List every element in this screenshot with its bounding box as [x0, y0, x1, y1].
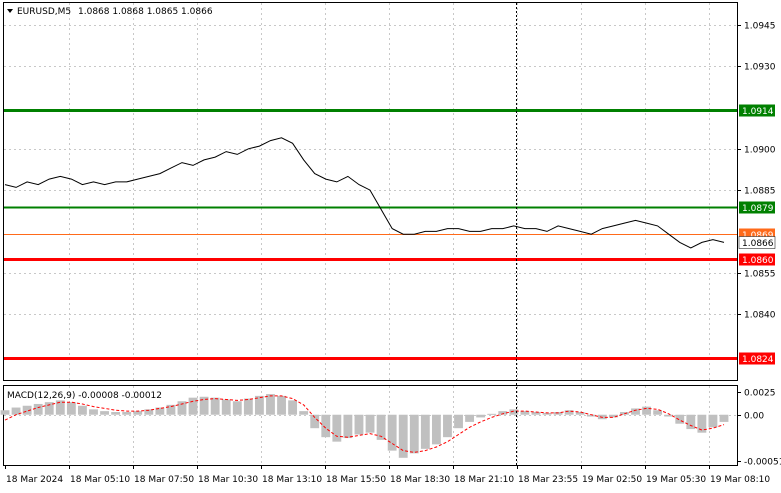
macd-bar [454, 415, 463, 428]
macd-bar [233, 401, 242, 414]
macd-bar [89, 409, 98, 414]
macd-tick-label: 0.00 [744, 412, 764, 422]
macd-bar [288, 400, 297, 414]
macd-bar [675, 415, 684, 424]
level-label-text: 1.0824 [742, 355, 774, 365]
macd-bar [388, 415, 397, 451]
time-tick-label: 19 Mar 08:10 [710, 475, 770, 485]
macd-bar [686, 415, 695, 429]
time-tick-label: 19 Mar 05:30 [646, 475, 706, 485]
symbol-caption: EURUSD,M5 [17, 7, 71, 17]
price-tick-label: 1.0885 [744, 187, 776, 197]
time-tick-label: 18 Mar 23:55 [518, 475, 578, 485]
macd-bar [244, 399, 253, 415]
macd-bar [343, 415, 352, 438]
time-tick-label: 18 Mar 10:30 [198, 475, 258, 485]
time-tick-label: 18 Mar 18:30 [390, 475, 450, 485]
macd-bar [178, 401, 187, 414]
time-tick-label: 19 Mar 02:50 [582, 475, 642, 485]
time-tick-label: 18 Mar 05:10 [70, 475, 130, 485]
level-label-text: 1.0879 [742, 204, 774, 214]
macd-bar [421, 415, 430, 449]
price-tick-label: 1.0840 [744, 311, 776, 321]
macd-bar [133, 411, 142, 415]
macd-bar [465, 415, 474, 422]
macd-bar [432, 415, 441, 445]
macd-bar [487, 414, 496, 415]
macd-bar [332, 415, 341, 442]
macd-bar [211, 398, 220, 415]
macd-bar [277, 396, 286, 415]
price-tick-label: 1.0855 [744, 270, 776, 280]
macd-bar [34, 404, 43, 415]
macd-bar [720, 415, 729, 422]
macd-bar [78, 406, 87, 415]
time-tick-label: 18 Mar 21:10 [454, 475, 514, 485]
macd-bar [443, 415, 452, 437]
macd-bar [366, 415, 375, 433]
level-label-text: 1.0860 [742, 256, 774, 266]
macd-tick-label: -0.00051 [744, 458, 781, 468]
macd-caption: MACD(12,26,9) -0.00008 -0.00012 [7, 391, 162, 401]
time-tick-label: 18 Mar 2024 [6, 475, 63, 485]
level-label-text: 1.0866 [742, 239, 774, 249]
time-tick-label: 18 Mar 07:50 [134, 475, 194, 485]
macd-tick-label: 0.0025 [744, 389, 776, 399]
price-tick-label: 1.0930 [744, 63, 776, 73]
time-tick-label: 18 Mar 13:10 [262, 475, 322, 485]
price-tick-label: 1.0945 [744, 22, 776, 32]
macd-bar [476, 415, 485, 418]
macd-bar [642, 407, 651, 415]
macd-bar [100, 411, 109, 415]
macd-bar [299, 411, 308, 415]
macd-bar [664, 415, 673, 417]
macd-bar [1, 410, 10, 414]
macd-bar [67, 402, 76, 415]
price-tick-label: 1.0900 [744, 146, 776, 156]
macd-bar [321, 415, 330, 437]
macd-bar [122, 412, 131, 415]
macd-bar [189, 398, 198, 415]
macd-bar [631, 408, 640, 414]
macd-bar [410, 415, 419, 454]
macd-bar [222, 399, 231, 414]
macd-bar [111, 412, 120, 415]
level-label-text: 1.0914 [742, 107, 774, 117]
ohlc-values: 1.0868 1.0868 1.0865 1.0866 [78, 7, 213, 17]
macd-bar [266, 394, 275, 415]
time-tick-label: 18 Mar 15:50 [326, 475, 386, 485]
macd-bar [355, 415, 364, 435]
macd-bar [709, 415, 718, 428]
